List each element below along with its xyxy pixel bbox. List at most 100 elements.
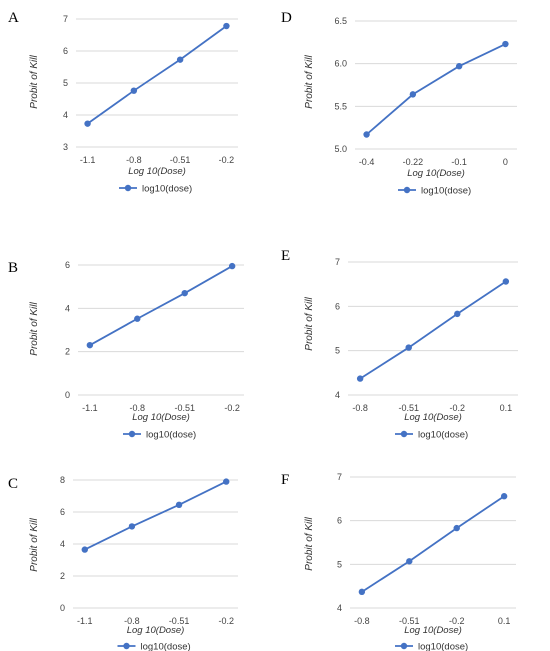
chart-panel-d: D 5.0 5.5 6.0 6.5 -0.4 -0.22 -0.1 0 Probit of Kil…: [281, 10, 517, 197]
y-tick-label: 5: [63, 78, 68, 88]
y-tick-label: 6.0: [334, 59, 347, 69]
data-point: [128, 523, 136, 530]
x-tick-label: -0.22: [403, 157, 424, 167]
data-point: [409, 91, 417, 98]
x-tick-label: -0.8: [130, 403, 146, 413]
y-tick-label: 6: [65, 260, 70, 270]
legend-swatch-marker: [403, 186, 411, 194]
x-tick-label: -0.8: [126, 155, 142, 165]
x-tick-label: -0.51: [170, 155, 191, 165]
data-point: [175, 501, 183, 508]
x-tick-label: -1.1: [80, 155, 96, 165]
data-point: [358, 588, 366, 596]
legend-entry: log10(dose): [142, 184, 192, 195]
x-axis-label: Log 10(Dose): [407, 168, 465, 179]
data-point: [86, 341, 94, 349]
legend-entry: log10(dose): [418, 430, 468, 441]
chart-panel-e: E 4 5 6 7 -0.8 -0.51 -0.2 0.1 Probit of Kill Log 1…: [281, 248, 518, 441]
panel-letter: D: [281, 10, 292, 26]
y-tick-label: 5.5: [334, 101, 347, 111]
legend-swatch-marker: [128, 430, 136, 438]
chart-panel-a: A 3 4 5 6 7 -1.1 -0.8 -0.51 -0.2 Probit of Kill Log…: [8, 10, 238, 195]
data-point: [84, 120, 91, 127]
legend: log10(dose): [123, 430, 196, 441]
legend-entry: log10(dose): [141, 642, 191, 651]
y-tick-label: 6: [335, 301, 340, 311]
data-point: [134, 315, 141, 322]
x-tick-label: -0.51: [399, 616, 420, 626]
legend-swatch-marker: [123, 642, 130, 650]
x-tick-label: -0.4: [359, 157, 375, 167]
y-axis-label: Probit of Kill: [29, 55, 40, 109]
legend-swatch-marker: [400, 642, 408, 650]
x-axis-label: Log 10(Dose): [404, 412, 462, 423]
data-point: [453, 524, 460, 532]
legend: log10(dose): [119, 184, 192, 195]
x-axis-label: Log 10(Dose): [128, 166, 186, 177]
data-point: [228, 262, 236, 270]
x-tick-label: 0.1: [498, 616, 511, 626]
x-tick-label: 0: [503, 157, 508, 167]
panel-letter: B: [8, 260, 18, 276]
data-point: [406, 558, 413, 565]
data-point: [455, 63, 463, 70]
y-tick-label: 8: [60, 475, 65, 485]
series-line: [87, 25, 227, 125]
x-tick-label: -0.2: [219, 155, 235, 165]
legend-entry: log10(dose): [418, 642, 468, 651]
y-tick-label: 4: [65, 303, 70, 313]
data-point: [502, 278, 510, 285]
x-tick-label: -1.1: [77, 616, 93, 626]
series-line: [89, 265, 233, 346]
x-tick-label: -0.2: [218, 616, 234, 626]
legend-entry: log10(dose): [421, 186, 471, 197]
x-tick-label: -0.2: [450, 403, 466, 413]
y-tick-label: 2: [65, 347, 70, 357]
x-tick-label: -0.51: [174, 403, 195, 413]
x-tick-label: -0.51: [398, 403, 419, 413]
data-point: [176, 56, 184, 63]
legend-swatch-marker: [400, 430, 408, 438]
legend: log10(dose): [117, 642, 191, 651]
data-point: [405, 344, 412, 351]
x-tick-label: -0.51: [169, 616, 190, 626]
legend-swatch-marker: [124, 184, 132, 192]
y-tick-label: 5: [337, 559, 342, 569]
chart-panel-f: F 4 5 6 7 -0.8 -0.51 -0.2 0.1 Probit of Kill Log 1…: [281, 472, 516, 651]
x-axis-label: Log 10(Dose): [132, 412, 190, 423]
data-point: [356, 375, 364, 382]
x-tick-label: 0.1: [500, 403, 513, 413]
series-line: [361, 495, 505, 593]
x-axis-label: Log 10(Dose): [127, 625, 185, 636]
chart-panel-c: C 0 2 4 6 8 -1.1 -0.8 -0.51 -0.2 Probit of Kill Log…: [8, 475, 238, 651]
panel-letter: F: [281, 472, 289, 488]
legend: log10(dose): [395, 642, 468, 651]
y-tick-label: 6.5: [334, 16, 347, 26]
panel-letter: A: [8, 10, 19, 26]
y-tick-label: 5.0: [334, 144, 347, 154]
y-tick-label: 6: [60, 507, 65, 517]
x-tick-label: -0.2: [224, 403, 240, 413]
data-point: [502, 40, 509, 48]
data-point: [223, 22, 230, 30]
legend-entry: log10(dose): [146, 430, 196, 441]
data-point: [363, 131, 370, 138]
y-tick-label: 4: [60, 539, 65, 549]
data-point: [181, 289, 188, 297]
series-line: [359, 280, 507, 380]
y-tick-label: 4: [335, 390, 340, 400]
x-tick-label: -0.1: [451, 157, 467, 167]
y-axis-label: Probit of Kill: [29, 518, 40, 572]
legend: log10(dose): [398, 186, 471, 197]
data-point: [223, 478, 230, 485]
panel-letter: E: [281, 248, 290, 264]
legend: log10(dose): [395, 430, 468, 441]
y-axis-label: Probit of Kill: [304, 517, 315, 571]
y-tick-label: 4: [63, 110, 68, 120]
y-axis-label: Probit of Kill: [304, 55, 315, 109]
y-tick-label: 4: [337, 603, 342, 613]
chart-panel-b: B 0 2 4 6 -1.1 -0.8 -0.51 -0.2 Probit of Kill Log …: [8, 260, 244, 441]
y-tick-label: 3: [63, 142, 68, 152]
data-point: [500, 493, 508, 500]
data-point: [130, 87, 138, 94]
